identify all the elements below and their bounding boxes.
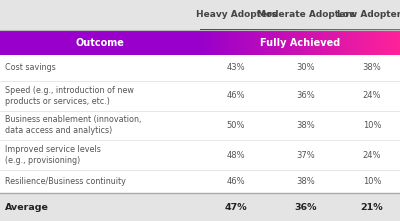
Bar — [0, 81, 400, 110]
Text: 38%: 38% — [297, 121, 315, 130]
Text: 47%: 47% — [225, 203, 247, 212]
Text: 10%: 10% — [363, 121, 381, 130]
Text: 36%: 36% — [297, 91, 315, 100]
Bar — [0, 140, 400, 170]
Text: 38%: 38% — [297, 177, 315, 186]
Text: Outcome: Outcome — [76, 38, 124, 48]
Text: Cost savings: Cost savings — [5, 63, 56, 72]
Bar — [0, 193, 400, 221]
Text: Fully Achieved: Fully Achieved — [260, 38, 340, 48]
Text: 21%: 21% — [361, 203, 383, 212]
Text: 48%: 48% — [227, 151, 245, 160]
Text: 24%: 24% — [363, 151, 381, 160]
Text: Speed (e.g., introduction of new
products or services, etc.): Speed (e.g., introduction of new product… — [5, 86, 134, 106]
Text: Moderate Adopters: Moderate Adopters — [257, 10, 355, 19]
Bar — [0, 0, 400, 30]
Bar — [0, 110, 400, 140]
Text: Business enablement (innovation,
data access and analytics): Business enablement (innovation, data ac… — [5, 115, 141, 135]
Text: 36%: 36% — [295, 203, 317, 212]
Text: 43%: 43% — [227, 63, 245, 72]
Bar — [0, 30, 200, 55]
Bar — [0, 55, 400, 81]
Text: 24%: 24% — [363, 91, 381, 100]
Text: 50%: 50% — [227, 121, 245, 130]
Text: Heavy Adopters: Heavy Adopters — [196, 10, 276, 19]
Text: 38%: 38% — [363, 63, 381, 72]
Text: Improved service levels
(e.g., provisioning): Improved service levels (e.g., provision… — [5, 145, 101, 165]
Text: Low Adopters: Low Adopters — [337, 10, 400, 19]
Bar — [0, 170, 400, 193]
Text: Resilience/Business continuity: Resilience/Business continuity — [5, 177, 126, 186]
Text: 46%: 46% — [227, 177, 245, 186]
Text: Average: Average — [5, 203, 49, 212]
Text: 37%: 37% — [297, 151, 315, 160]
Text: 10%: 10% — [363, 177, 381, 186]
Text: 30%: 30% — [297, 63, 315, 72]
Text: 46%: 46% — [227, 91, 245, 100]
